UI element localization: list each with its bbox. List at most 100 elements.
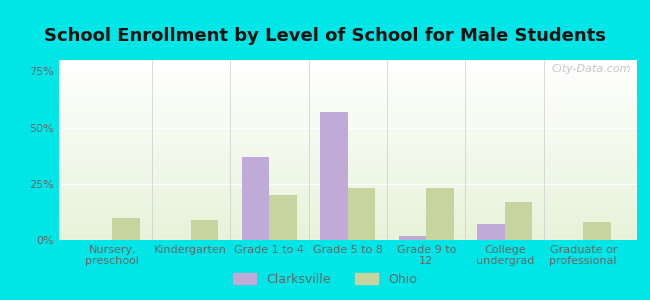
Bar: [58, 103, 637, 105]
Bar: [58, 91, 637, 92]
Bar: [58, 208, 637, 209]
Bar: [58, 128, 637, 130]
Bar: [58, 172, 637, 173]
Bar: [58, 155, 637, 157]
Bar: [58, 105, 637, 107]
Bar: [58, 109, 637, 110]
Bar: [58, 80, 637, 82]
Bar: [58, 64, 637, 65]
Bar: [269, 195, 297, 240]
Bar: [58, 163, 637, 164]
Bar: [58, 98, 637, 100]
Bar: [58, 100, 637, 101]
Bar: [58, 235, 637, 236]
Bar: [58, 218, 637, 220]
Bar: [58, 67, 637, 69]
Bar: [58, 69, 637, 71]
Bar: [112, 218, 140, 240]
Bar: [58, 193, 637, 195]
Text: School Enrollment by Level of School for Male Students: School Enrollment by Level of School for…: [44, 27, 606, 45]
Bar: [583, 222, 611, 240]
Bar: [58, 107, 637, 109]
Bar: [58, 233, 637, 235]
Bar: [58, 145, 637, 146]
Bar: [58, 121, 637, 123]
Bar: [58, 60, 637, 62]
Bar: [58, 197, 637, 199]
Bar: [58, 74, 637, 76]
Bar: [426, 188, 454, 240]
Bar: [58, 173, 637, 175]
Bar: [58, 150, 637, 152]
Text: City-Data.com: City-Data.com: [552, 64, 631, 74]
Bar: [58, 123, 637, 125]
Bar: [58, 206, 637, 208]
Bar: [58, 141, 637, 143]
Bar: [58, 130, 637, 132]
Bar: [477, 224, 505, 240]
Bar: [58, 181, 637, 182]
Bar: [58, 227, 637, 229]
Bar: [58, 94, 637, 96]
Bar: [58, 127, 637, 128]
Bar: [58, 188, 637, 190]
Bar: [58, 161, 637, 163]
Bar: [58, 157, 637, 159]
Bar: [58, 220, 637, 222]
Bar: [58, 182, 637, 184]
Bar: [58, 85, 637, 87]
Bar: [58, 92, 637, 94]
Bar: [58, 159, 637, 161]
Bar: [58, 238, 637, 240]
Bar: [58, 175, 637, 177]
Bar: [58, 217, 637, 218]
Bar: [58, 82, 637, 83]
Bar: [58, 73, 637, 74]
Bar: [58, 96, 637, 98]
Bar: [58, 190, 637, 191]
Bar: [58, 211, 637, 213]
Bar: [58, 65, 637, 67]
Bar: [58, 137, 637, 139]
Bar: [58, 62, 637, 64]
Bar: [58, 179, 637, 181]
Bar: [58, 110, 637, 112]
Bar: [242, 157, 269, 240]
Bar: [58, 168, 637, 170]
Bar: [58, 146, 637, 148]
Bar: [58, 200, 637, 202]
Bar: [58, 184, 637, 186]
Bar: [58, 132, 637, 134]
Bar: [58, 87, 637, 89]
Bar: [58, 186, 637, 188]
Bar: [58, 71, 637, 73]
Bar: [348, 188, 375, 240]
Bar: [320, 112, 348, 240]
Bar: [58, 222, 637, 224]
Bar: [58, 112, 637, 114]
Bar: [58, 191, 637, 193]
Bar: [58, 116, 637, 118]
Bar: [58, 199, 637, 200]
Bar: [58, 114, 637, 116]
Bar: [58, 164, 637, 166]
Bar: [58, 125, 637, 127]
Bar: [398, 236, 426, 240]
Bar: [58, 101, 637, 103]
Bar: [58, 202, 637, 204]
Bar: [58, 224, 637, 226]
Bar: [58, 148, 637, 150]
Bar: [58, 119, 637, 121]
Bar: [58, 89, 637, 91]
Bar: [58, 78, 637, 80]
Bar: [58, 136, 637, 137]
Bar: [58, 166, 637, 168]
Legend: Clarksville, Ohio: Clarksville, Ohio: [228, 268, 422, 291]
Bar: [58, 170, 637, 172]
Bar: [58, 229, 637, 231]
Bar: [58, 143, 637, 145]
Bar: [190, 220, 218, 240]
Bar: [58, 134, 637, 136]
Bar: [58, 213, 637, 215]
Bar: [58, 209, 637, 211]
